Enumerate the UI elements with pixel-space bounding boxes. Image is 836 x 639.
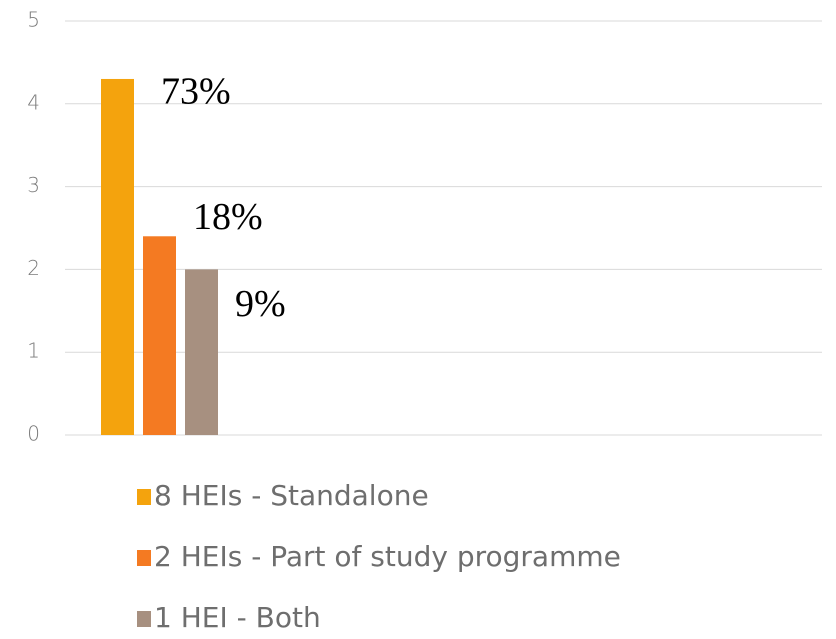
y-tick-label: 2 [27,256,40,280]
legend-swatch [137,611,151,627]
y-tick-label: 3 [27,173,40,197]
y-tick-label: 0 [27,422,40,446]
y-tick-label: 1 [27,339,40,363]
y-tick-label: 5 [27,8,40,32]
annotation: 9% [235,283,286,325]
legend-label: 8 HEIs - Standalone [154,479,429,512]
bar [143,236,176,435]
annotation: 73% [161,71,231,113]
bar [185,269,218,435]
y-tick-label: 4 [27,90,40,114]
legend-label: 1 HEI - Both [154,601,321,634]
annotation: 18% [193,196,263,238]
legend-swatch [137,550,151,566]
bar [101,78,134,436]
legend-swatch [137,489,151,505]
legend-label: 2 HEIs - Part of study programme [154,540,621,573]
